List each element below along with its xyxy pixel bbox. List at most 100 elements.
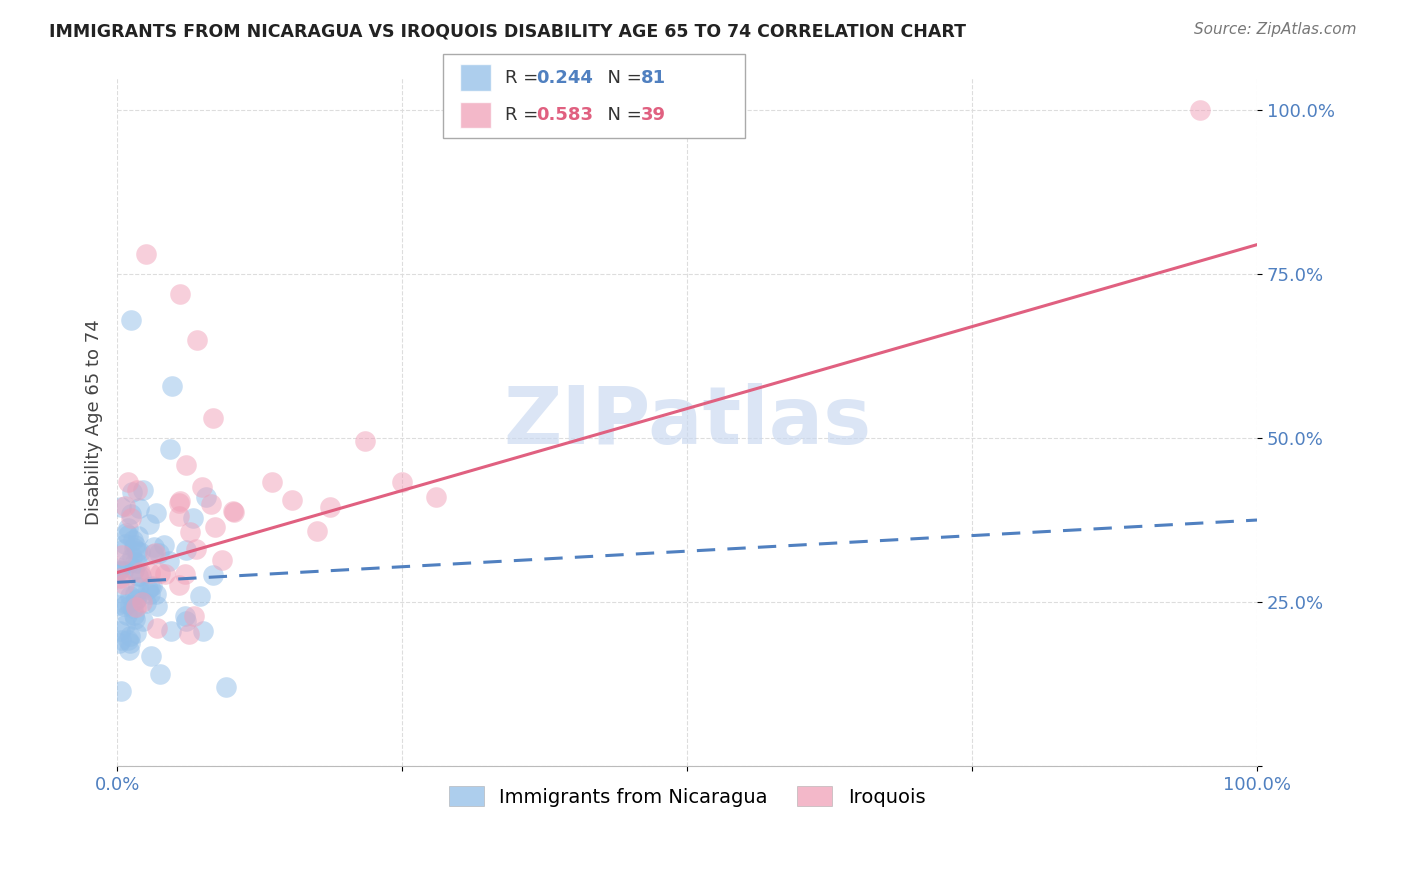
Point	[120, 629, 142, 643]
Point	[136, 582, 159, 597]
Point	[138, 516, 160, 531]
Point	[117, 556, 139, 570]
Point	[118, 642, 141, 657]
Point	[120, 313, 142, 327]
Text: 39: 39	[641, 106, 666, 124]
Point	[107, 599, 129, 613]
Point	[121, 485, 143, 500]
Point	[135, 247, 157, 261]
Point	[174, 615, 197, 629]
Point	[108, 571, 131, 585]
Point	[319, 500, 342, 515]
Point	[191, 480, 214, 494]
Point	[127, 529, 149, 543]
Point	[110, 500, 132, 514]
Point	[124, 587, 146, 601]
Point	[108, 624, 131, 638]
Point	[191, 624, 214, 639]
Point	[115, 525, 138, 540]
Point	[125, 483, 148, 498]
Point	[108, 635, 131, 649]
Point	[117, 475, 139, 489]
Point	[194, 490, 217, 504]
Point	[120, 636, 142, 650]
Point	[148, 546, 170, 560]
Point	[112, 542, 135, 557]
Point	[174, 542, 197, 557]
Point	[222, 503, 245, 517]
Point	[183, 609, 205, 624]
Point	[142, 547, 165, 561]
Point	[169, 286, 191, 301]
Text: 81: 81	[641, 69, 666, 87]
Point	[112, 599, 135, 614]
Point	[176, 458, 198, 472]
Point	[108, 580, 131, 594]
Point	[391, 475, 413, 490]
Text: ZIPatlas: ZIPatlas	[503, 383, 872, 460]
Point	[215, 680, 238, 694]
Legend: Immigrants from Nicaragua, Iroquois: Immigrants from Nicaragua, Iroquois	[441, 779, 934, 814]
Point	[131, 595, 153, 609]
Point	[222, 505, 245, 519]
Point	[167, 496, 190, 510]
Point	[125, 626, 148, 640]
Point	[201, 568, 224, 582]
Point	[112, 577, 135, 591]
Point	[145, 507, 167, 521]
Point	[183, 511, 205, 525]
Point	[121, 550, 143, 565]
Point	[141, 579, 163, 593]
Point	[173, 608, 195, 623]
Point	[115, 598, 138, 612]
Y-axis label: Disability Age 65 to 74: Disability Age 65 to 74	[86, 318, 103, 524]
Point	[139, 566, 162, 581]
Point	[149, 667, 172, 681]
Text: R =: R =	[505, 106, 544, 124]
Point	[135, 596, 157, 610]
Point	[179, 524, 201, 539]
Point	[188, 589, 211, 603]
Point	[120, 589, 142, 603]
Point	[122, 541, 145, 556]
Text: Source: ZipAtlas.com: Source: ZipAtlas.com	[1194, 22, 1357, 37]
Point	[145, 587, 167, 601]
Point	[146, 622, 169, 636]
Point	[125, 556, 148, 570]
Point	[124, 612, 146, 626]
Point	[131, 569, 153, 583]
Point	[127, 569, 149, 583]
Text: 0.244: 0.244	[536, 69, 592, 87]
Point	[122, 600, 145, 615]
Point	[127, 580, 149, 594]
Point	[132, 614, 155, 628]
Point	[201, 410, 224, 425]
Point	[142, 540, 165, 554]
Point	[128, 545, 150, 559]
Point	[186, 541, 208, 556]
Point	[174, 566, 197, 581]
Point	[114, 537, 136, 551]
Point	[117, 528, 139, 542]
Point	[204, 519, 226, 533]
Point	[153, 566, 176, 581]
Point	[160, 624, 183, 638]
Point	[128, 501, 150, 516]
Point	[200, 497, 222, 511]
Point	[354, 434, 377, 448]
Point	[139, 648, 162, 663]
Text: N =: N =	[596, 69, 648, 87]
Point	[138, 587, 160, 601]
Point	[114, 618, 136, 632]
Point	[211, 553, 233, 567]
Point	[143, 546, 166, 560]
Point	[108, 563, 131, 577]
Point	[307, 524, 329, 538]
Point	[425, 490, 447, 504]
Point	[125, 544, 148, 558]
Point	[125, 599, 148, 614]
Text: 0.583: 0.583	[536, 106, 593, 124]
Point	[121, 533, 143, 547]
Point	[120, 511, 142, 525]
Point	[132, 483, 155, 497]
